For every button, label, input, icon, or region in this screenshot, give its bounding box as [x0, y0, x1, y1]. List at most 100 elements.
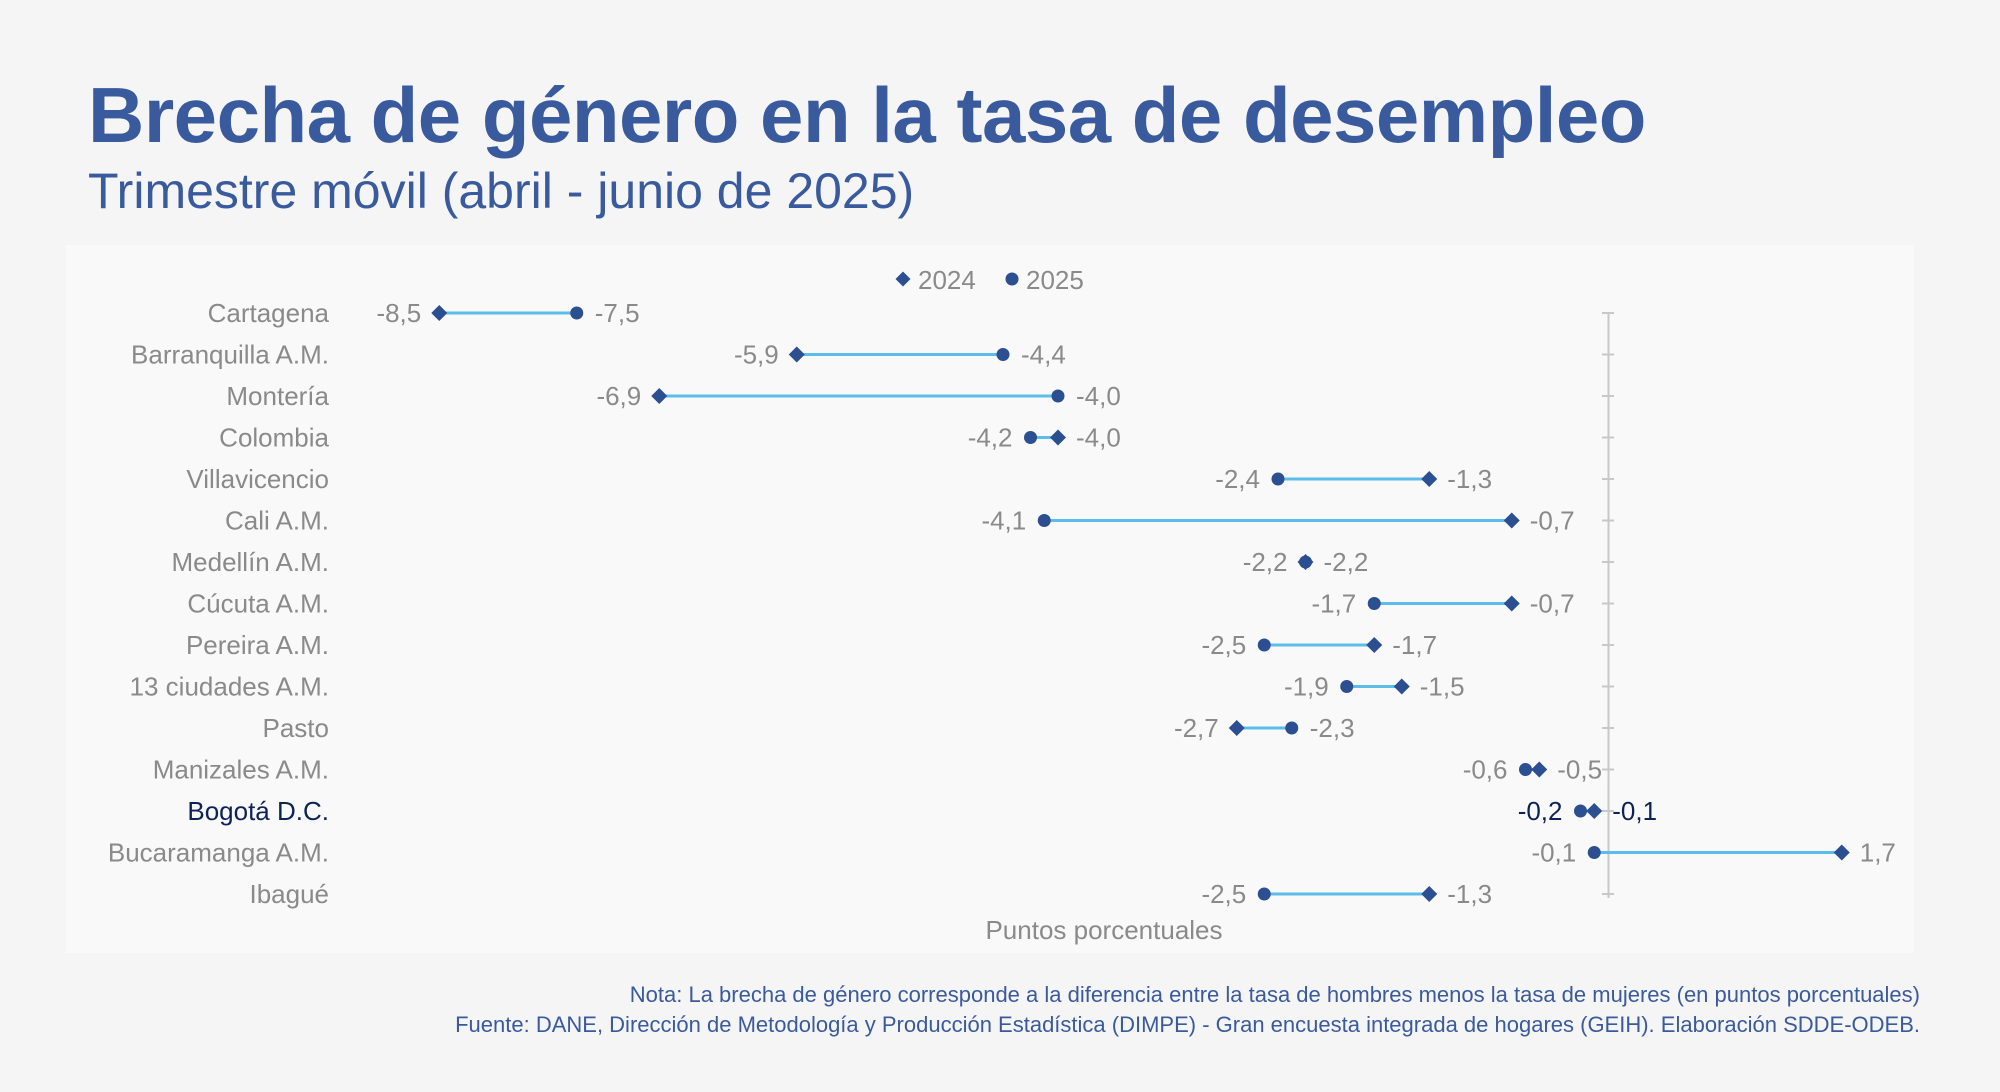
marker-2025 [1367, 597, 1381, 610]
row-bucaramanga-a-m: Bucaramanga A.M. -0,1 1,7 [108, 838, 1896, 868]
legend-label-2025: 2025 [1026, 265, 1084, 295]
marker-2024 [1586, 803, 1603, 819]
value-label-2024: -0,7 [1530, 506, 1575, 536]
value-label-2025: -2,3 [1310, 713, 1355, 743]
value-label-2025: -2,5 [1201, 630, 1246, 660]
page-subtitle: Trimestre móvil (abril - junio de 2025) [88, 163, 915, 219]
x-axis-label: Puntos porcentuales [985, 915, 1222, 945]
row-colombia: Colombia -4,2 -4,0 [219, 423, 1121, 453]
value-label-2024: -6,9 [596, 381, 641, 411]
value-label-2024: -5,9 [734, 340, 779, 370]
category-label: Ibagué [249, 879, 329, 909]
row-pasto: Pasto -2,7 -2,3 [263, 713, 1355, 743]
value-label-2025: -2,2 [1324, 547, 1369, 577]
chart-legend: 2024 2025 [895, 265, 1084, 295]
value-label-2025: -4,0 [1076, 381, 1121, 411]
category-label: Bucaramanga A.M. [108, 838, 329, 868]
footer-source: Fuente: DANE, Dirección de Metodología y… [455, 1012, 1920, 1037]
marker-2024 [1297, 554, 1314, 570]
marker-2025 [1519, 763, 1532, 776]
legend-marker-2024 [895, 271, 911, 287]
legend-label-2024: 2024 [918, 265, 976, 295]
category-label: Bogotá D.C. [187, 796, 329, 826]
category-label: Colombia [219, 423, 329, 453]
row-cucuta-a-m: Cúcuta A.M. -1,7 -0,7 [187, 589, 1574, 619]
value-label-2024: -2,2 [1243, 547, 1288, 577]
category-label: Pereira A.M. [186, 630, 329, 660]
dumbbell-chart: 2024 2025 Cartagena -8,5 -7,5 Barranquilla A… [108, 265, 1896, 945]
row-13-ciudades-a-m: 13 ciudades A.M. -1,9 -1,5 [130, 672, 1465, 702]
marker-2025 [1024, 431, 1037, 444]
category-label: Barranquilla A.M. [131, 340, 329, 370]
footer-notes: Nota: La brecha de género corresponde a … [455, 980, 1920, 1040]
marker-2024 [1228, 720, 1245, 736]
marker-2024 [1050, 429, 1066, 446]
marker-2024 [1366, 637, 1383, 653]
value-label-2025: -4,2 [968, 423, 1013, 453]
value-label-2024: -1,7 [1392, 630, 1437, 660]
value-label-2025: -2,4 [1215, 464, 1260, 494]
marker-2025 [570, 306, 584, 320]
marker-2025 [1340, 680, 1354, 693]
row-barranquilla-a-m: Barranquilla A.M. -5,9 -4,4 [131, 340, 1066, 370]
marker-2025 [1271, 472, 1285, 486]
value-label-2024: 1,7 [1860, 838, 1896, 868]
value-label-2025: -7,5 [595, 298, 640, 328]
legend-marker-2025 [1005, 272, 1019, 286]
category-label: Medellín A.M. [171, 547, 329, 577]
value-label-2024: -0,5 [1557, 755, 1602, 785]
marker-2024 [651, 388, 668, 404]
category-label: Cartagena [208, 298, 330, 328]
category-label: Manizales A.M. [153, 755, 329, 785]
marker-2025 [1257, 887, 1271, 901]
category-label: Pasto [263, 713, 330, 743]
value-label-2025: -4,1 [981, 506, 1026, 536]
value-label-2024: -8,5 [376, 298, 421, 328]
value-label-2025: -0,1 [1531, 838, 1576, 868]
row-villavicencio: Villavicencio -2,4 -1,3 [186, 464, 1492, 494]
row-ibague: Ibagué -2,5 -1,3 [249, 879, 1492, 909]
value-label-2025: -1,7 [1311, 589, 1356, 619]
row-cali-a-m: Cali A.M. -4,1 -0,7 [225, 506, 1575, 536]
chart-rows: Cartagena -8,5 -7,5 Barranquilla A.M. -5,9 -4… [108, 298, 1896, 909]
marker-2025 [1037, 514, 1051, 527]
marker-2024 [1503, 595, 1520, 612]
marker-2025 [1285, 721, 1299, 735]
footer-note: Nota: La brecha de género corresponde a … [629, 982, 1920, 1007]
marker-2025 [996, 348, 1010, 361]
row-manizales-a-m: Manizales A.M. -0,6 -0,5 [153, 755, 1602, 785]
marker-2024 [1833, 844, 1850, 861]
value-label-2024: -2,7 [1174, 713, 1219, 743]
row-cartagena: Cartagena -8,5 -7,5 [208, 298, 640, 328]
category-label: Cali A.M. [225, 506, 329, 536]
value-label-2024: -1,5 [1420, 672, 1465, 702]
marker-2024 [1503, 512, 1520, 529]
chart-panel: 2024 2025 Cartagena -8,5 -7,5 Barranquilla A… [66, 245, 1914, 953]
marker-2024 [788, 346, 805, 363]
marker-2024 [431, 305, 448, 321]
row-pereira-a-m: Pereira A.M. -2,5 -1,7 [186, 630, 1437, 660]
value-label-2024: -4,0 [1076, 423, 1121, 453]
value-label-2024: -0,1 [1612, 796, 1657, 826]
value-label-2025: -4,4 [1021, 340, 1066, 370]
value-label-2024: -1,3 [1447, 879, 1492, 909]
value-label-2025: -2,5 [1201, 879, 1246, 909]
category-label: Cúcuta A.M. [187, 589, 329, 619]
value-label-2024: -0,7 [1530, 589, 1575, 619]
row-monteria: Montería -6,9 -4,0 [226, 381, 1120, 411]
category-label: 13 ciudades A.M. [130, 672, 329, 702]
marker-2025 [1574, 804, 1587, 818]
value-label-2025: -0,2 [1518, 796, 1563, 826]
marker-2025 [1587, 846, 1601, 859]
marker-2024 [1421, 471, 1438, 487]
row-bogota-d-c: Bogotá D.C. -0,2 -0,1 [187, 796, 1657, 826]
row-medellin-a-m: Medellín A.M. -2,2 -2,2 [171, 547, 1368, 577]
marker-2024 [1421, 886, 1438, 902]
category-label: Montería [226, 381, 329, 411]
value-label-2025: -1,9 [1284, 672, 1329, 702]
value-label-2025: -0,6 [1463, 755, 1508, 785]
page-title: Brecha de género en la tasa de desempleo [88, 71, 1646, 159]
marker-2024 [1531, 761, 1548, 778]
marker-2025 [1257, 638, 1271, 652]
x-zero-axis [1602, 312, 1614, 898]
